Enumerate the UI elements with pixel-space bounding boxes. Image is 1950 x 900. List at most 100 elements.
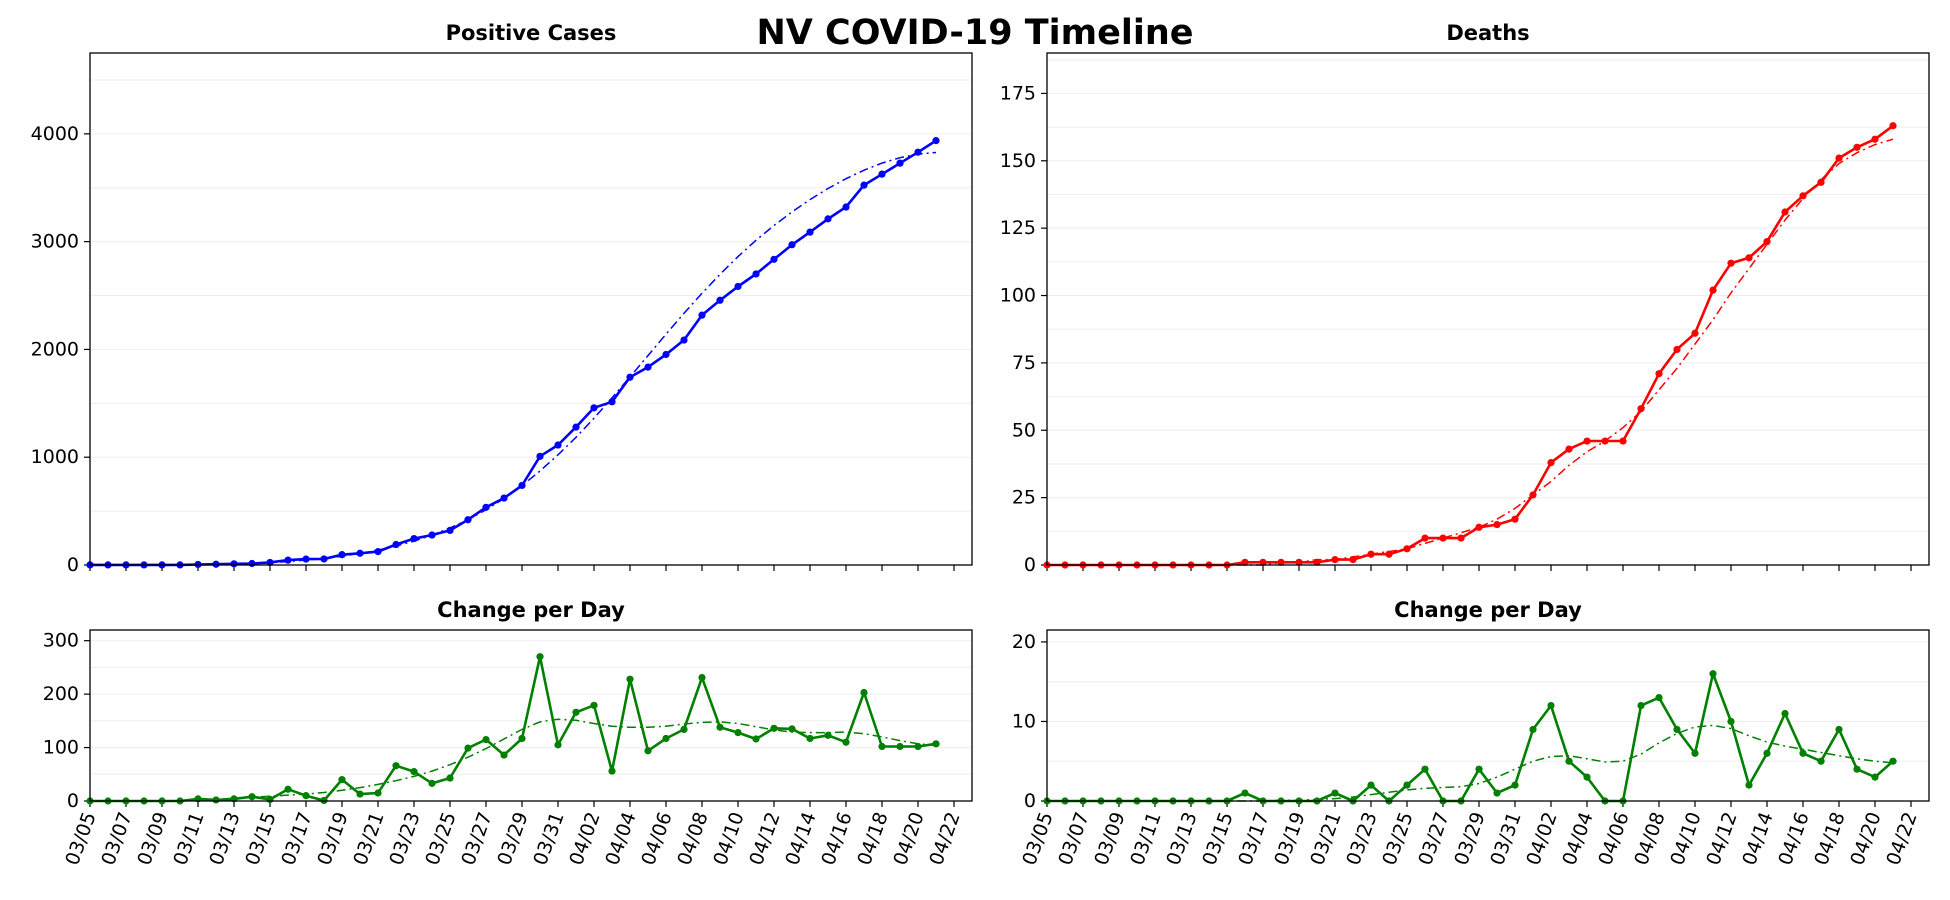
data-point: [1799, 749, 1807, 757]
x-tick-label: 04/16: [1774, 809, 1813, 868]
data-point: [464, 744, 472, 752]
axes-frame: [1046, 629, 1930, 802]
chart-cases-change: Change per Day010020030003/0503/0703/090…: [43, 598, 973, 868]
figure-title: NV COVID-19 Timeline: [756, 13, 1193, 53]
series-line: [90, 139, 937, 567]
data-point: [1565, 445, 1573, 453]
chart-title: Change per Day: [1394, 598, 1582, 622]
data-point: [1547, 701, 1555, 710]
data-point: [1439, 534, 1447, 542]
data-point: [1655, 370, 1663, 378]
x-tick-label: 03/07: [97, 809, 136, 868]
data-point: [500, 751, 508, 759]
data-point: [554, 441, 562, 449]
y-tick-label: 2000: [31, 338, 79, 360]
x-tick-label: 04/04: [1558, 809, 1597, 868]
x-tick-label: 04/02: [1522, 809, 1561, 868]
x-tick-label: 04/20: [1846, 809, 1885, 868]
y-tick-label: 4000: [31, 123, 79, 145]
y-tick-label: 50: [1012, 419, 1036, 441]
data-point: [1421, 765, 1429, 773]
data-point: [878, 170, 886, 178]
data-point: [1763, 749, 1771, 757]
x-tick-label: 03/09: [133, 809, 172, 868]
x-tick-label: 03/31: [1486, 809, 1525, 868]
x-tick-label: 03/21: [349, 809, 388, 868]
x-tick-label: 04/20: [889, 809, 928, 868]
data-point: [842, 203, 850, 211]
y-tick-label: 10: [1012, 710, 1036, 732]
chart-deaths-change: Change per Day0102003/0503/0703/0903/110…: [1012, 598, 1930, 868]
x-tick-label: 03/17: [277, 809, 316, 868]
data-point: [248, 793, 256, 801]
data-point: [446, 774, 454, 782]
data-point: [914, 742, 922, 751]
data-point: [302, 792, 310, 800]
data-point: [1385, 550, 1393, 558]
data-point: [644, 747, 652, 755]
data-point: [374, 789, 382, 797]
x-tick-label: 04/08: [673, 809, 712, 868]
x-tick-label: 03/21: [1306, 809, 1345, 868]
trend-line: [1047, 138, 1894, 566]
data-point: [1583, 773, 1591, 781]
data-point: [662, 734, 670, 743]
y-tick-label: 20: [1012, 631, 1036, 653]
y-tick-label: 0: [67, 554, 79, 576]
x-tick-label: 03/31: [529, 809, 568, 868]
data-point: [680, 725, 688, 733]
x-tick-label: 03/13: [205, 809, 244, 868]
data-point: [878, 742, 886, 751]
x-tick-label: 03/25: [1378, 809, 1417, 868]
data-point: [1403, 781, 1411, 789]
x-tick-label: 04/04: [601, 809, 640, 868]
data-point: [1817, 178, 1825, 186]
data-point: [1367, 781, 1375, 789]
data-point: [1853, 765, 1861, 773]
chart-cases: Positive Cases 0 1000 2000 3000 4000: [31, 21, 973, 576]
x-tick-label: 03/23: [1342, 809, 1381, 868]
data-point: [806, 734, 814, 743]
data-point: [1655, 694, 1663, 702]
data-point: [1241, 558, 1249, 566]
data-point: [1727, 717, 1735, 726]
data-point: [1871, 773, 1879, 781]
x-tick-label: 04/06: [1594, 809, 1633, 868]
chart-title: Positive Cases: [446, 21, 617, 45]
series-line: [1047, 672, 1894, 803]
data-point: [338, 776, 346, 784]
data-point: [824, 731, 832, 739]
data-point: [410, 768, 418, 776]
data-point: [1889, 122, 1897, 130]
series-line: [90, 655, 937, 803]
axes-frame: [1046, 52, 1930, 566]
data-point: [428, 779, 436, 787]
x-tick-label: 03/23: [385, 809, 424, 868]
x-tick-label: 03/17: [1234, 809, 1273, 868]
data-point: [734, 729, 742, 737]
x-tick-label: 03/25: [421, 809, 460, 868]
data-point: [860, 688, 868, 697]
data-point: [932, 137, 940, 145]
data-point: [1853, 143, 1861, 151]
data-point: [752, 735, 760, 743]
chart-title: Deaths: [1446, 21, 1529, 45]
y-tick-label: 300: [43, 630, 79, 652]
data-point: [1799, 192, 1807, 200]
data-point: [608, 398, 616, 406]
data-point: [392, 762, 400, 770]
chart-deaths: Deaths 0 25 50 75 100 125 150 175: [1000, 21, 1930, 576]
data-point: [572, 423, 580, 431]
data-point: [806, 228, 814, 236]
data-point: [842, 738, 850, 746]
data-point: [770, 255, 778, 263]
data-point: [1673, 725, 1681, 734]
y-tick-label: 0: [1024, 554, 1036, 576]
y-tick-label: 150: [1000, 150, 1036, 172]
x-tick-label: 03/29: [1450, 809, 1489, 868]
data-point: [1673, 345, 1681, 354]
series-line: [1047, 124, 1894, 567]
data-point: [302, 555, 310, 563]
x-tick-label: 03/27: [1414, 809, 1453, 868]
data-point: [1871, 135, 1879, 143]
